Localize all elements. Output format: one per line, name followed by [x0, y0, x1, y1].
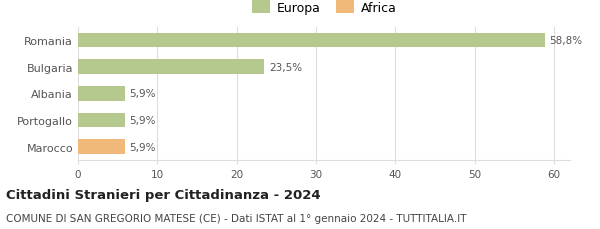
Bar — [78, 140, 125, 154]
Text: COMUNE DI SAN GREGORIO MATESE (CE) - Dati ISTAT al 1° gennaio 2024 - TUTTITALIA.: COMUNE DI SAN GREGORIO MATESE (CE) - Dat… — [6, 213, 467, 223]
Text: 5,9%: 5,9% — [130, 89, 156, 99]
Text: 5,9%: 5,9% — [130, 142, 156, 152]
Text: 23,5%: 23,5% — [269, 62, 302, 72]
Text: 5,9%: 5,9% — [130, 115, 156, 125]
Legend: Europa, Africa: Europa, Africa — [247, 0, 401, 20]
Bar — [78, 113, 125, 128]
Bar — [78, 87, 125, 101]
Text: 58,8%: 58,8% — [550, 36, 583, 46]
Bar — [78, 33, 545, 48]
Bar — [78, 60, 265, 75]
Text: Cittadini Stranieri per Cittadinanza - 2024: Cittadini Stranieri per Cittadinanza - 2… — [6, 188, 320, 201]
